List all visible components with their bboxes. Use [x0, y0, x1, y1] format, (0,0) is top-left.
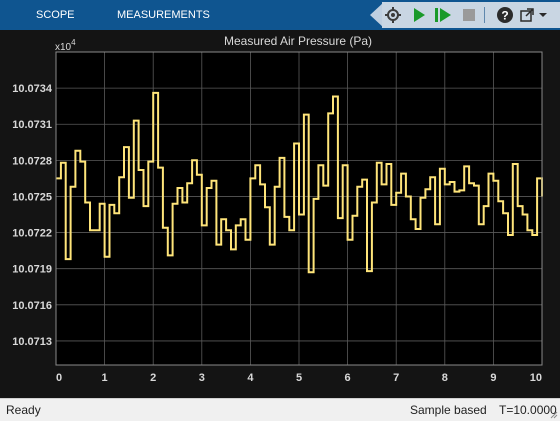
- y-tick-label: 10.0722: [12, 228, 52, 240]
- scope-display: 10.0713 10.0716 10.0719 10.0722 10.0725 10.07…: [0, 30, 560, 398]
- x-tick-label: 5: [296, 372, 302, 384]
- x-tick-label: 6: [345, 372, 351, 384]
- y-tick-label: 10.0713: [12, 336, 52, 348]
- step-forward-icon[interactable]: [432, 4, 454, 26]
- series-line-pressure: [56, 91, 543, 274]
- undock-icon[interactable]: [516, 4, 538, 26]
- toolbar: ?: [370, 2, 560, 28]
- chart-title: Measured Air Pressure (Pa): [224, 34, 372, 48]
- x-tick-label: 3: [199, 372, 205, 384]
- y-tick-label: 10.0728: [12, 155, 52, 167]
- help-icon[interactable]: ?: [494, 4, 516, 26]
- toolbar-separator: [484, 7, 485, 23]
- x-tick-label: 0: [56, 372, 62, 384]
- toolstrip: SCOPE MEASUREMENTS: [0, 0, 560, 30]
- play-icon[interactable]: [408, 4, 430, 26]
- stop-icon[interactable]: [458, 4, 480, 26]
- sampling-mode: Sample based: [410, 403, 487, 417]
- pressure-chart: 10.0713 10.0716 10.0719 10.0722 10.0725 10.07…: [0, 30, 560, 398]
- y-axis-ticks: 10.0713 10.0716 10.0719 10.0722 10.0725 10.07…: [12, 83, 53, 348]
- y-tick-label: 10.0731: [12, 119, 52, 131]
- y-axis-exponent: x104: [55, 38, 76, 53]
- svg-text:?: ?: [501, 9, 508, 23]
- y-axis-exponent-base: x10: [55, 42, 72, 53]
- y-tick-label: 10.0725: [12, 191, 52, 203]
- x-axis-ticks: 0 1 2 3 4 5 6 7 8 9 10: [56, 372, 542, 384]
- x-tick-label: 7: [393, 372, 399, 384]
- settings-icon[interactable]: [382, 4, 404, 26]
- simulation-time: T=10.0000: [499, 403, 557, 417]
- x-tick-label: 8: [442, 372, 448, 384]
- status-text: Ready: [6, 403, 41, 417]
- toolbar-notch: [370, 2, 384, 28]
- x-tick-label: 9: [490, 372, 496, 384]
- y-tick-label: 10.0719: [12, 264, 52, 276]
- resize-grip-icon[interactable]: [550, 411, 558, 419]
- x-tick-label: 10: [530, 372, 542, 384]
- tab-scope[interactable]: SCOPE: [36, 9, 75, 21]
- y-tick-label: 10.0734: [12, 83, 53, 95]
- y-axis-exponent-power: 4: [71, 38, 76, 47]
- axes-border: [55, 51, 543, 366]
- x-tick-label: 4: [247, 372, 254, 384]
- y-tick-label: 10.0716: [12, 300, 52, 312]
- status-bar: Ready Sample based T=10.0000: [0, 398, 560, 421]
- x-tick-label: 1: [102, 372, 108, 384]
- dropdown-icon[interactable]: [536, 4, 550, 26]
- x-tick-label: 2: [150, 372, 156, 384]
- tab-measurements[interactable]: MEASUREMENTS: [117, 9, 210, 21]
